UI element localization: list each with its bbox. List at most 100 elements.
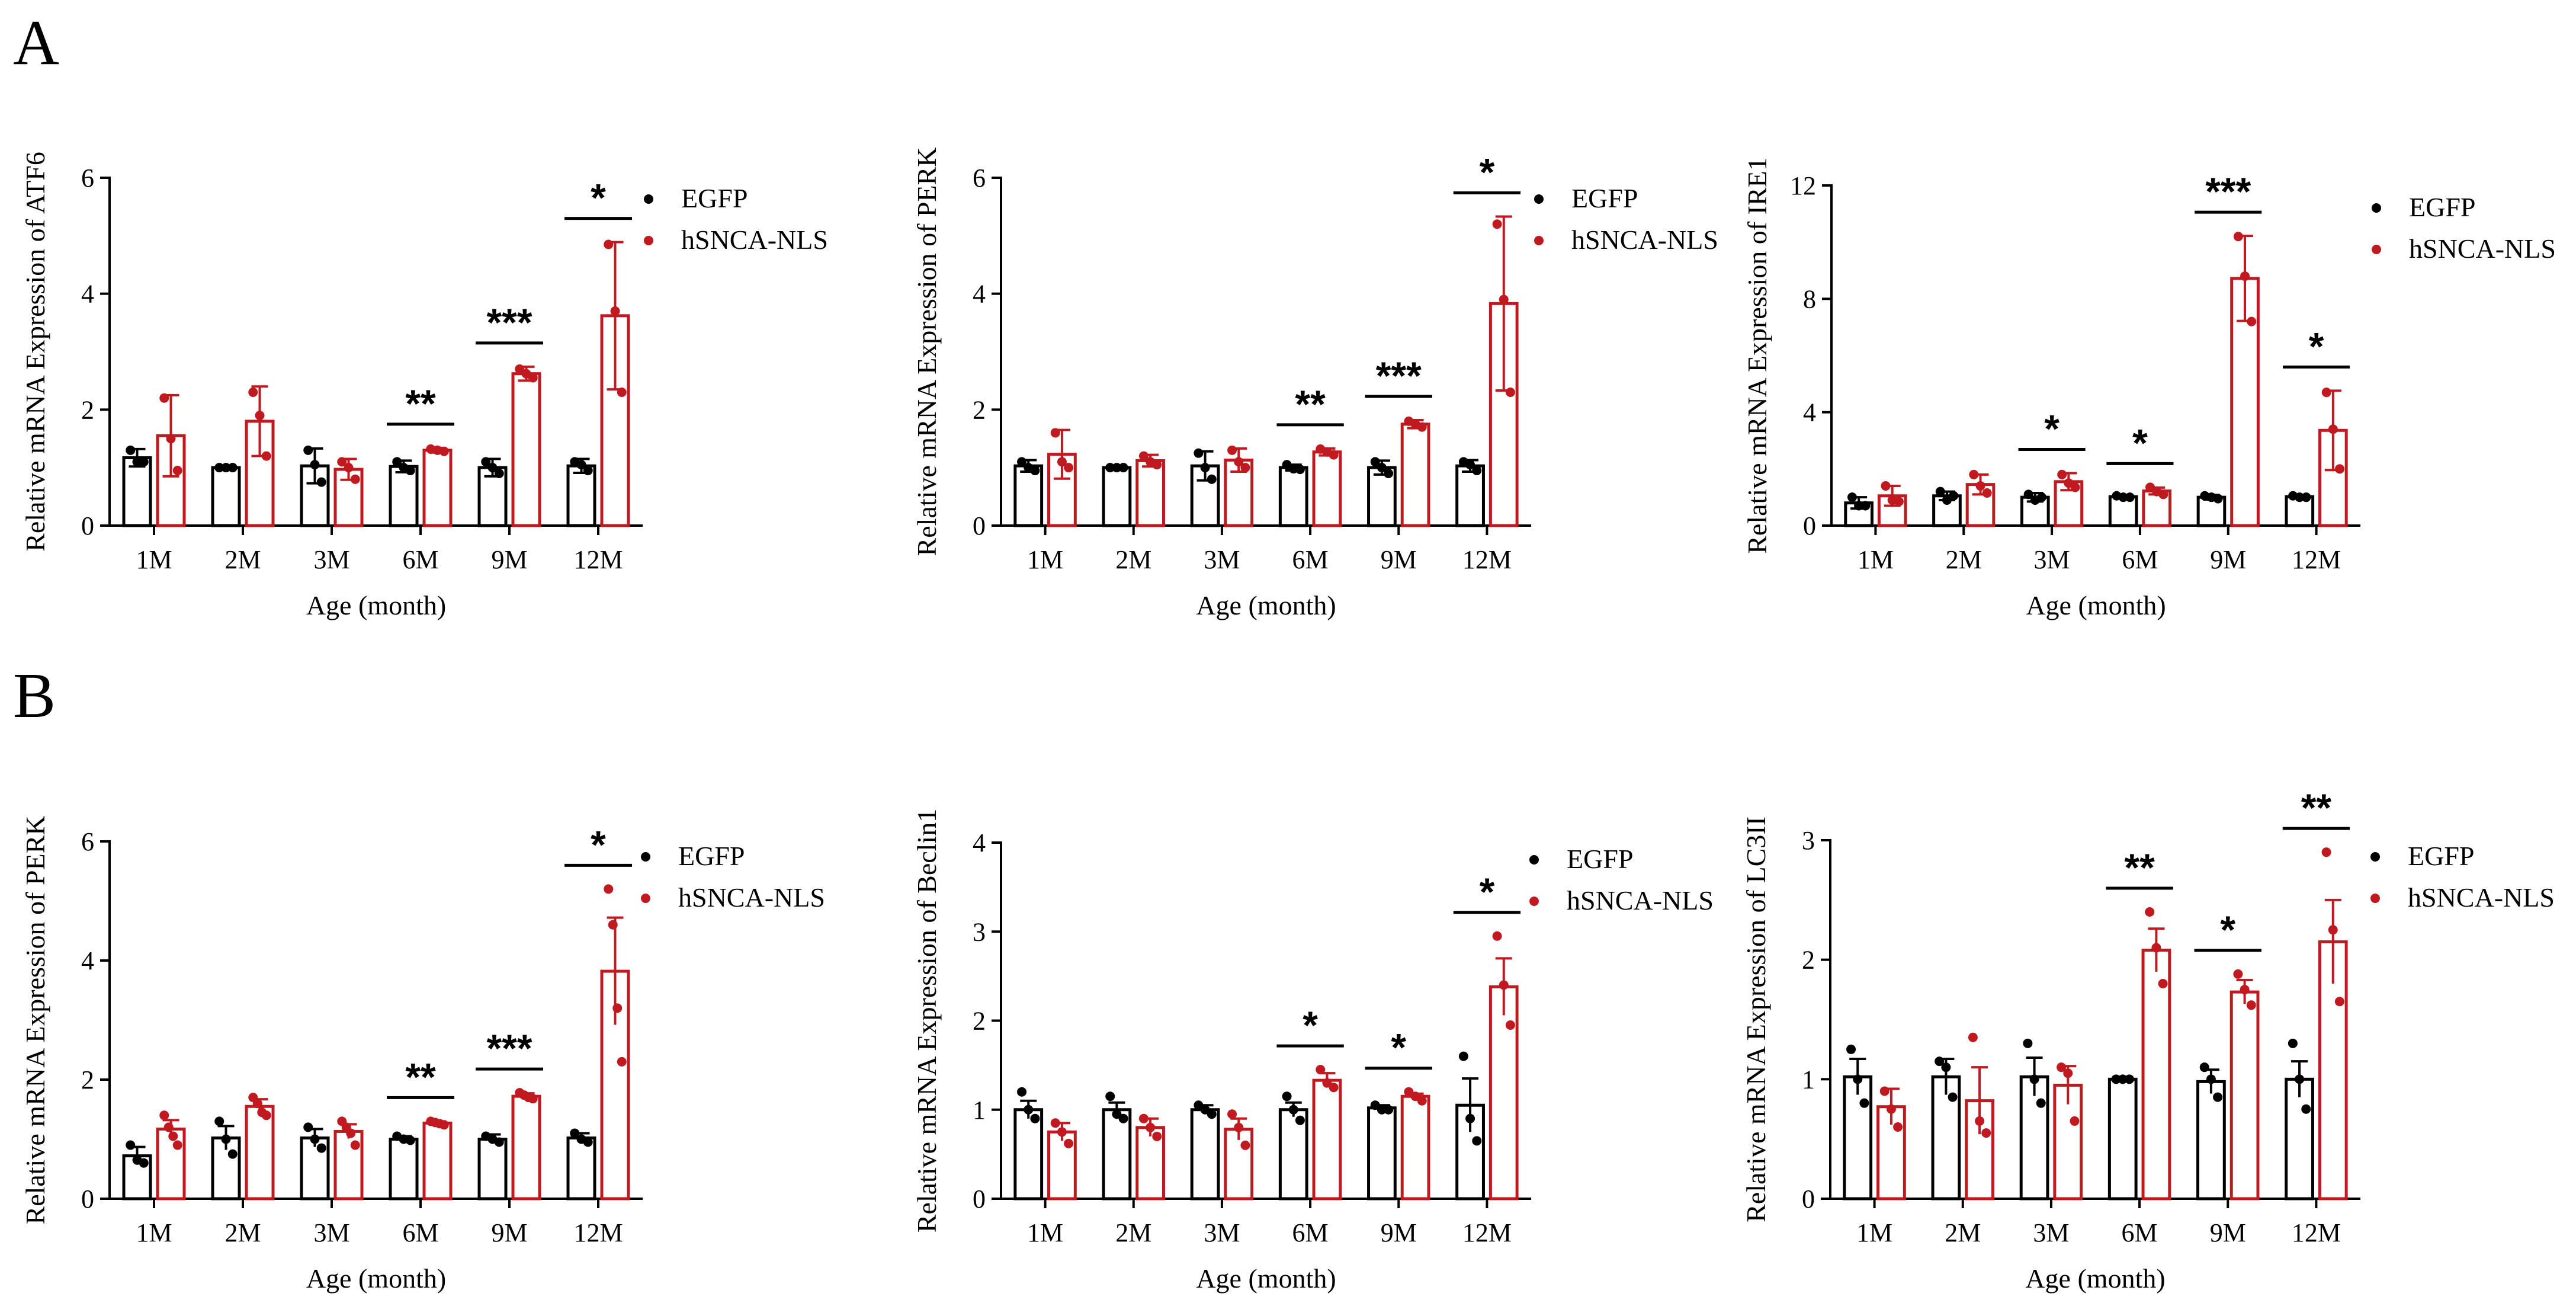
data-point: [1017, 1087, 1027, 1097]
significance-label: *: [2309, 324, 2324, 368]
y-tick-label: 4: [81, 280, 94, 309]
bar: [1102, 466, 1132, 527]
data-point: [439, 446, 449, 456]
x-tick-label: 9M: [2210, 545, 2246, 574]
y-tick-label: 2: [81, 1065, 94, 1094]
data-point: [1030, 1113, 1040, 1123]
legend-marker: [1529, 897, 1539, 906]
data-point: [126, 445, 136, 455]
bar: [566, 1136, 596, 1200]
x-tick-label: 3M: [2034, 545, 2070, 574]
legend-marker: [1534, 194, 1544, 204]
data-point: [439, 1120, 449, 1130]
data-point: [1981, 1128, 1991, 1138]
y-tick-label: 0: [1802, 1184, 1815, 1214]
x-tick-label: 2M: [1946, 545, 1982, 574]
x-axis-label: Age (month): [2025, 1263, 2165, 1294]
y-tick-label: 2: [973, 1007, 986, 1036]
significance-label: **: [405, 1055, 436, 1099]
data-point: [310, 460, 320, 470]
data-point: [1982, 488, 1992, 498]
y-axis-label: Relative mRNA Expression of PERK: [912, 148, 942, 556]
y-axis-label: Relative mRNA Expression of LC3II: [1741, 817, 1771, 1222]
data-point: [2240, 985, 2250, 995]
bar: [566, 464, 596, 527]
data-point: [1499, 980, 1509, 990]
data-point: [1893, 1122, 1903, 1132]
data-point: [1207, 1109, 1217, 1119]
data-point: [139, 1158, 149, 1168]
bar: [1013, 464, 1044, 527]
data-point: [350, 474, 360, 484]
y-tick-label: 1: [973, 1096, 986, 1125]
legend-entry: EGFP: [681, 183, 748, 213]
chart-3: 0 4 8 12 Relative mRNA Expression of IRE1 Age…: [1742, 157, 2556, 620]
data-point: [2023, 489, 2033, 500]
significance-label: **: [405, 382, 436, 425]
data-point: [1853, 1074, 1863, 1084]
x-tick-label: 2M: [224, 545, 261, 574]
significance-label: **: [2124, 846, 2155, 889]
data-point: [1384, 468, 1394, 478]
data-point: [604, 239, 614, 249]
panel-letter-a: A: [13, 8, 59, 78]
legend-marker: [2372, 203, 2381, 213]
data-point: [1384, 1104, 1394, 1115]
significance-label: *: [1480, 151, 1495, 194]
significance-label: ***: [486, 300, 532, 344]
data-point: [604, 884, 614, 894]
legend-entry: EGFP: [1567, 844, 1633, 874]
data-point: [2334, 997, 2344, 1007]
y-tick-label: 4: [81, 946, 94, 975]
data-point: [2118, 1074, 2128, 1084]
x-tick-label: 12M: [1462, 1218, 1512, 1247]
data-point: [1050, 428, 1060, 438]
data-point: [1234, 1122, 1244, 1132]
data-point: [252, 1099, 262, 1109]
data-point: [1295, 1115, 1305, 1125]
data-point: [2213, 494, 2223, 504]
x-tick-label: 2M: [1115, 1218, 1151, 1247]
data-point: [2023, 1038, 2033, 1048]
bar: [122, 456, 152, 527]
legend-entry: hSNCA-NLS: [1567, 885, 1714, 915]
y-tick-label: 6: [973, 164, 986, 193]
data-point: [2295, 492, 2305, 502]
significance-label: **: [1295, 382, 1326, 426]
data-point: [303, 445, 313, 455]
bar: [1400, 422, 1430, 527]
bar: [422, 449, 453, 527]
data-point: [2213, 1092, 2223, 1102]
data-point: [1417, 422, 1427, 432]
chart-1: 0 2 4 6 Relative mRNA Expression of ATF6 Age …: [20, 152, 828, 620]
x-tick-label: 9M: [491, 545, 527, 574]
significance-label: *: [591, 176, 606, 220]
data-point: [1417, 1096, 1427, 1106]
data-point: [159, 1110, 169, 1120]
data-point: [316, 1143, 326, 1153]
x-tick-label: 12M: [1462, 545, 1512, 574]
data-point: [255, 411, 265, 421]
data-point: [2288, 1038, 2298, 1048]
x-tick-label: 1M: [136, 545, 172, 574]
significance-label: *: [2132, 421, 2148, 465]
legend-entry: hSNCA-NLS: [678, 882, 825, 913]
y-tick-label: 2: [81, 395, 94, 424]
data-point: [2036, 1098, 2046, 1108]
data-point: [2057, 469, 2067, 479]
data-point: [1847, 492, 1857, 502]
data-point: [350, 1140, 360, 1150]
data-point: [1207, 474, 1217, 484]
data-point: [172, 1140, 182, 1150]
x-tick-label: 12M: [2292, 1218, 2341, 1247]
data-point: [214, 463, 224, 473]
data-point: [1105, 463, 1115, 473]
bar: [1312, 450, 1342, 527]
bar: [477, 1138, 508, 1200]
data-point: [2125, 492, 2135, 502]
significance-label: ***: [486, 1026, 532, 1070]
legend-marker: [644, 236, 653, 245]
data-point: [494, 468, 504, 478]
data-point: [1499, 294, 1509, 305]
data-point: [1472, 466, 1482, 476]
